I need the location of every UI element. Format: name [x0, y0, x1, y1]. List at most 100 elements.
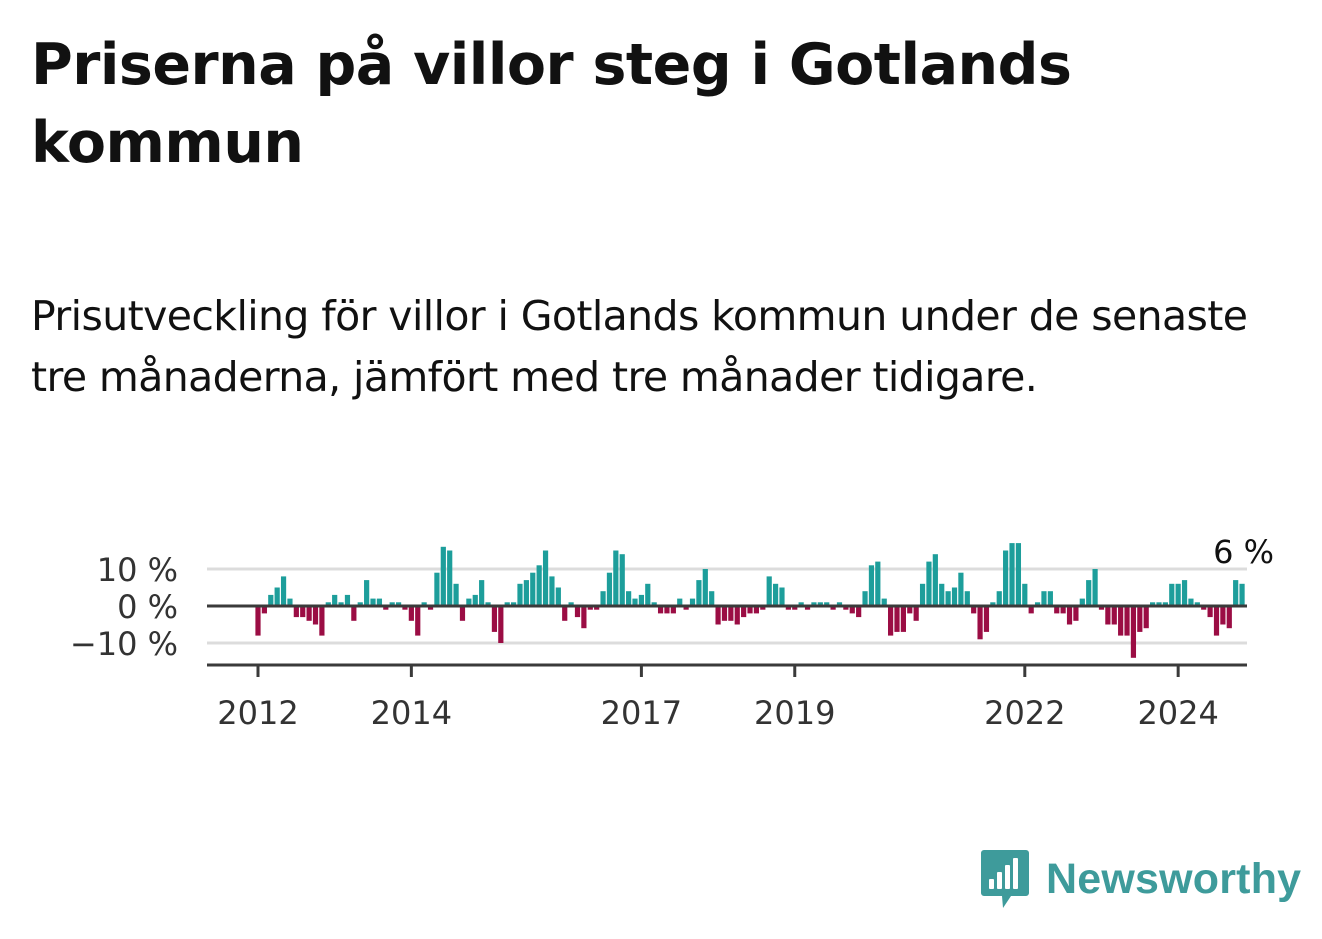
bar [638, 594, 644, 606]
bar [824, 602, 830, 606]
bar [613, 550, 619, 606]
bar [900, 606, 906, 632]
bar [1028, 606, 1034, 614]
bar [255, 606, 261, 636]
bar [357, 602, 363, 606]
bar [466, 598, 472, 606]
y-tick-label: 10 % [97, 551, 178, 589]
bar [913, 606, 919, 621]
bar [459, 606, 466, 621]
bar [319, 606, 325, 636]
bar [907, 606, 913, 614]
bar [1041, 591, 1047, 606]
bar [504, 602, 510, 606]
bar [798, 602, 804, 606]
bar [325, 602, 331, 606]
bar [632, 598, 638, 606]
bar [645, 583, 651, 606]
bar [817, 602, 823, 606]
bar [344, 594, 351, 606]
newsworthy-logo: Newsworthy [980, 848, 1301, 910]
bar [766, 576, 772, 606]
bar [741, 606, 747, 618]
bar [1066, 606, 1073, 625]
bar [536, 565, 542, 606]
bar [261, 606, 267, 614]
bar [517, 583, 523, 606]
bar [1239, 583, 1245, 606]
bar [364, 580, 370, 606]
bar [523, 580, 529, 606]
bar [568, 602, 574, 606]
bar [670, 606, 676, 614]
bar [875, 561, 881, 606]
bar [1015, 543, 1022, 606]
bar [287, 598, 293, 606]
bar [587, 606, 593, 610]
bar [1175, 583, 1181, 606]
bar [415, 606, 421, 636]
bar [280, 576, 287, 606]
bar [785, 606, 791, 610]
bar [485, 602, 491, 606]
bar [619, 554, 625, 606]
bar [926, 561, 932, 606]
bar [721, 606, 728, 621]
bar [734, 606, 740, 625]
y-tick-label: −10 % [70, 625, 178, 663]
bar [440, 546, 446, 606]
bar [881, 598, 887, 606]
bar [427, 606, 434, 610]
gridlines [207, 567, 1247, 645]
bar [709, 591, 715, 606]
bar [1105, 606, 1111, 625]
bar [932, 554, 938, 606]
bar [1156, 602, 1162, 606]
bar [274, 587, 280, 606]
bar [1201, 606, 1207, 610]
bar [408, 606, 414, 621]
bar [479, 580, 485, 606]
bar [594, 606, 600, 610]
x-tick-label: 2012 [217, 694, 298, 732]
bar [964, 591, 970, 606]
bar [511, 602, 517, 606]
last-value-label: 6 % [1213, 533, 1274, 571]
bar [1054, 606, 1060, 614]
bar [606, 572, 613, 606]
bar [804, 606, 811, 610]
bar [1118, 606, 1124, 636]
bar [772, 583, 779, 606]
bar [868, 565, 875, 606]
bar [849, 606, 855, 614]
bar [811, 602, 817, 606]
bar [530, 572, 536, 606]
bar [421, 602, 427, 606]
bar [951, 587, 958, 606]
bar [689, 598, 696, 606]
bar [862, 591, 868, 606]
x-tick-label: 2019 [754, 694, 835, 732]
bar [389, 602, 395, 606]
bar [1073, 606, 1079, 621]
bar [753, 606, 760, 614]
bar [402, 606, 408, 610]
x-tick-label: 2022 [984, 694, 1065, 732]
bar [1003, 550, 1009, 606]
bar [1060, 606, 1066, 614]
bar [651, 602, 657, 606]
bar [843, 606, 849, 610]
bar [332, 594, 338, 606]
bar [395, 602, 402, 606]
chart-subtitle: Prisutveckling för villor i Gotlands kom… [31, 292, 1248, 401]
bar-chart-icon [981, 850, 1029, 908]
bar [696, 580, 702, 606]
bar [453, 583, 459, 606]
bar [990, 602, 996, 606]
bar [338, 602, 344, 606]
bar [1169, 583, 1175, 606]
bar [996, 591, 1002, 606]
x-tick-label: 2024 [1137, 694, 1218, 732]
bar [657, 606, 664, 614]
bar [1034, 602, 1041, 606]
